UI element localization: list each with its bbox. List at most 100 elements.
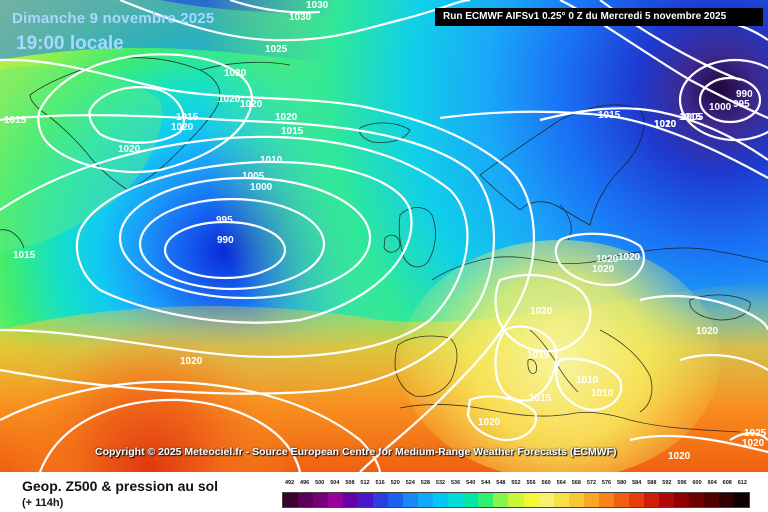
isobar-label: 1015: [4, 115, 27, 126]
legend-swatch: [328, 493, 344, 507]
isobar-label: 1005: [681, 112, 704, 123]
legend-swatch: [718, 493, 734, 507]
isobar-label: 1020: [240, 99, 263, 110]
isobar-label: 1020: [696, 326, 719, 337]
legend-label: 552: [511, 480, 521, 486]
legend-label: 532: [435, 480, 446, 486]
isobar-label: 1025: [744, 428, 767, 439]
isobar-label: 1015: [176, 112, 199, 123]
legend-swatch: [643, 493, 659, 507]
forecast-range: (+ 114h): [22, 497, 64, 509]
legend-label: 600: [692, 480, 702, 486]
legend-label: 580: [617, 480, 627, 486]
legend-swatch: [478, 493, 494, 507]
legend-label: 544: [481, 480, 491, 486]
legend-label: 604: [707, 480, 717, 486]
legend-swatch: [418, 493, 434, 507]
legend-swatch: [283, 493, 299, 507]
legend-swatch: [343, 493, 359, 507]
isobar-label: 1000: [250, 182, 273, 193]
legend-swatch: [358, 493, 374, 507]
legend-label: 608: [722, 480, 732, 486]
legend-label: 556: [526, 480, 536, 486]
forecast-time: 19:00 locale: [16, 33, 124, 54]
weather-map: 1030 1030 1025 1020 1020 1020 1015 1015 …: [0, 0, 768, 472]
legend-swatch: [658, 493, 674, 507]
copyright-notice: Copyright © 2025 Meteociel.fr - Source E…: [95, 446, 617, 458]
isobar-label: 995: [733, 99, 750, 110]
color-legend: 492 496 500 504 508 512 516 520 524 528 532 536 540 5…: [282, 480, 750, 508]
isobar-label: 1000: [709, 102, 732, 113]
isobar-label: 1030: [289, 12, 312, 23]
isobar-label: 1010: [654, 119, 677, 130]
legend-swatch: [538, 493, 554, 507]
isobar-label: 1020: [478, 417, 501, 428]
legend-label: 592: [662, 480, 672, 486]
isobar-label: 1020: [530, 306, 553, 317]
legend-swatch: [553, 493, 569, 507]
isobar-label: 1020: [218, 94, 241, 105]
legend-swatch: [313, 493, 329, 507]
isobar-label: 1020: [275, 112, 298, 123]
legend-swatch: [733, 493, 749, 507]
legend-swatch: [508, 493, 524, 507]
legend-label: 516: [375, 480, 385, 486]
legend-label: 536: [450, 480, 461, 486]
isobar-label: 1020: [592, 264, 615, 275]
legend-labels: 492 496 500 504 508 512 516 520 524 528 532 536 540 5…: [282, 480, 750, 490]
legend-swatch: [388, 493, 404, 507]
legend-swatch: [568, 493, 584, 507]
isobar-label: 1020: [180, 356, 203, 367]
legend-swatch: [613, 493, 629, 507]
legend-swatches: [282, 492, 750, 508]
isobar-label: 990: [736, 89, 753, 100]
legend-label: 492: [284, 480, 295, 486]
legend-swatch: [598, 493, 614, 507]
legend-label: 584: [632, 480, 642, 486]
legend-swatch: [493, 493, 509, 507]
legend-label: 596: [677, 480, 687, 486]
legend-swatch: [463, 493, 479, 507]
legend-swatch: [703, 493, 719, 507]
legend-label: 568: [571, 480, 581, 486]
isobar-label: 1020: [742, 438, 765, 449]
legend-swatch: [373, 493, 389, 507]
map-canvas: 1030 1030 1025 1020 1020 1020 1015 1015 …: [0, 0, 768, 472]
isobar-label: 1030: [306, 0, 329, 11]
legend-label: 588: [647, 480, 657, 486]
isobar-label: 1015: [281, 126, 304, 137]
legend-label: 496: [300, 480, 310, 486]
legend-swatch: [523, 493, 539, 507]
isobar-label: 1015: [529, 393, 552, 404]
isobar-label: 1020: [654, 119, 677, 130]
legend-swatch: [628, 493, 644, 507]
legend-swatch: [403, 493, 419, 507]
isobar-label: 1020: [668, 451, 691, 462]
isobar-label: 1020: [171, 122, 194, 133]
isobar-label: 1010: [260, 155, 283, 166]
isobar-label: 1025: [265, 44, 288, 55]
forecast-date: Dimanche 9 novembre 2025: [12, 10, 215, 27]
run-info: Run ECMWF AIFSv1 0.25° 0 Z du Mercredi 5…: [435, 8, 763, 26]
isobar-label: 1015: [527, 350, 550, 361]
legend-swatch: [298, 493, 314, 507]
isobar-label: 1020: [224, 68, 247, 79]
isobar-labels: 1030 1030 1025 1020 1020 1020 1015 1015 …: [4, 0, 767, 462]
legend-label: 500: [315, 480, 325, 486]
legend-swatch: [583, 493, 599, 507]
legend-label: 524: [405, 480, 415, 486]
legend-label: 504: [330, 480, 340, 486]
legend-swatch: [433, 493, 449, 507]
isobar-label: 1020: [596, 254, 619, 265]
legend-label: 540: [466, 480, 476, 486]
legend-label: 576: [601, 480, 612, 486]
legend-label: 572: [586, 480, 597, 486]
isobar-label: 990: [217, 235, 234, 246]
isobar-label: 1015: [13, 250, 36, 261]
legend-label: 560: [541, 480, 551, 486]
legend-label: 564: [556, 480, 566, 486]
legend-label: 512: [360, 480, 370, 486]
legend-label: 528: [420, 480, 430, 486]
isobar-label: 1015: [598, 110, 621, 121]
isobar-label: 1010: [576, 375, 599, 386]
